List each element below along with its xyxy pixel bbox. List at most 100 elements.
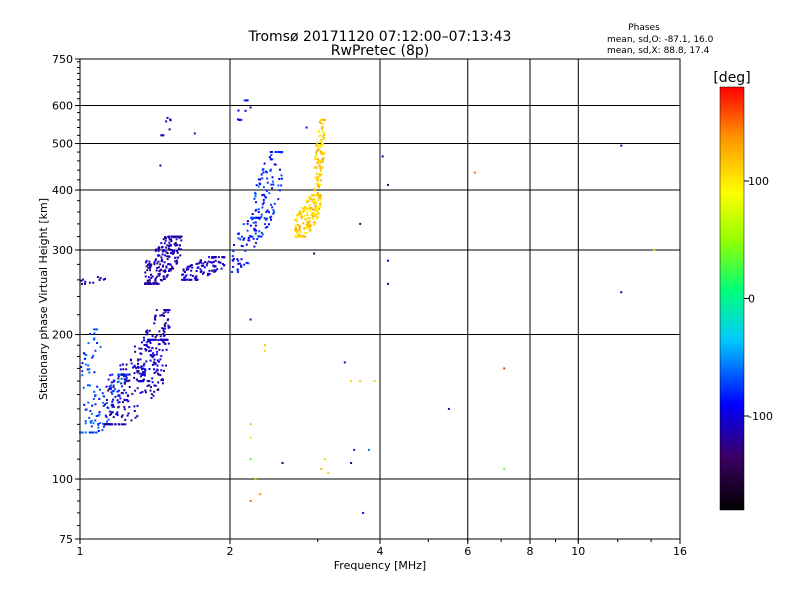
- data-point: [103, 395, 106, 398]
- data-point: [157, 381, 160, 384]
- data-point: [97, 423, 100, 425]
- data-point: [299, 230, 301, 233]
- data-point: [309, 225, 312, 227]
- data-point: [155, 281, 158, 284]
- data-point: [164, 309, 167, 311]
- data-point: [168, 236, 171, 239]
- data-point: [240, 245, 243, 247]
- data-point: [249, 458, 252, 461]
- data-point: [151, 356, 154, 359]
- data-point: [232, 265, 235, 268]
- data-point: [315, 182, 318, 185]
- data-point: [316, 198, 319, 201]
- data-point: [174, 260, 177, 263]
- data-point: [254, 232, 257, 235]
- data-point: [254, 224, 257, 227]
- data-point: [142, 372, 145, 375]
- data-point: [126, 376, 128, 379]
- data-point: [306, 223, 309, 226]
- data-point: [277, 151, 280, 153]
- colorbar-tick-label: 100: [748, 175, 769, 188]
- data-point: [316, 192, 319, 194]
- data-point: [141, 341, 143, 344]
- data-point: [158, 348, 161, 351]
- data-point: [265, 171, 268, 174]
- data-point: [247, 262, 250, 265]
- data-point: [125, 378, 128, 381]
- data-point: [148, 380, 151, 383]
- data-point: [190, 278, 193, 281]
- data-point: [247, 237, 250, 239]
- data-point: [142, 336, 145, 339]
- data-point: [315, 208, 318, 211]
- data-point: [263, 217, 266, 220]
- data-point: [81, 278, 84, 281]
- data-point: [319, 150, 322, 153]
- data-point: [179, 248, 182, 251]
- data-point: [146, 329, 149, 332]
- data-point: [143, 362, 146, 365]
- data-point: [279, 151, 282, 153]
- data-point: [163, 261, 166, 264]
- data-point: [211, 256, 213, 259]
- data-point: [199, 259, 202, 262]
- data-point: [246, 99, 249, 102]
- data-point: [373, 380, 376, 383]
- data-point: [280, 174, 283, 177]
- data-point: [254, 209, 257, 212]
- data-point: [135, 367, 138, 370]
- data-point: [169, 263, 172, 266]
- data-point: [237, 262, 240, 265]
- data-point: [105, 415, 108, 418]
- data-point: [122, 401, 124, 404]
- data-point: [187, 268, 190, 271]
- data-point: [168, 128, 171, 131]
- data-point: [150, 397, 153, 399]
- data-point: [156, 275, 159, 278]
- data-point: [166, 244, 169, 247]
- data-point: [320, 205, 323, 208]
- data-point: [168, 244, 171, 247]
- data-point: [208, 273, 211, 276]
- data-point: [139, 391, 142, 394]
- data-point: [146, 279, 149, 282]
- data-point: [106, 406, 109, 409]
- data-point: [321, 160, 324, 163]
- data-point: [112, 390, 115, 393]
- data-point: [174, 244, 177, 247]
- data-point: [274, 163, 277, 166]
- x-tick-label: 1: [77, 545, 84, 558]
- data-point: [119, 373, 122, 376]
- data-point: [311, 194, 314, 197]
- data-point: [315, 151, 318, 154]
- data-point: [313, 201, 316, 204]
- data-point: [169, 269, 172, 272]
- data-point: [208, 269, 211, 272]
- grid-lines: [80, 59, 680, 539]
- data-point: [173, 250, 176, 253]
- data-point: [246, 220, 249, 223]
- data-point: [180, 239, 183, 242]
- data-point: [220, 267, 223, 270]
- data-point: [118, 401, 121, 404]
- data-point: [80, 366, 83, 369]
- data-point: [249, 436, 252, 439]
- data-point: [87, 342, 90, 345]
- data-point: [111, 393, 114, 396]
- data-point: [316, 179, 319, 182]
- data-point: [123, 381, 126, 384]
- data-point: [153, 372, 156, 374]
- data-point: [320, 141, 323, 144]
- data-point: [164, 254, 167, 257]
- data-point: [319, 203, 322, 206]
- data-point: [184, 278, 187, 281]
- x-tick-label: 2: [227, 545, 234, 558]
- data-point: [105, 385, 108, 388]
- data-point: [232, 259, 235, 262]
- data-point: [262, 186, 265, 189]
- data-point: [87, 364, 90, 367]
- data-point: [237, 237, 240, 240]
- data-point: [106, 422, 109, 425]
- data-point: [199, 268, 202, 271]
- data-point: [307, 222, 310, 225]
